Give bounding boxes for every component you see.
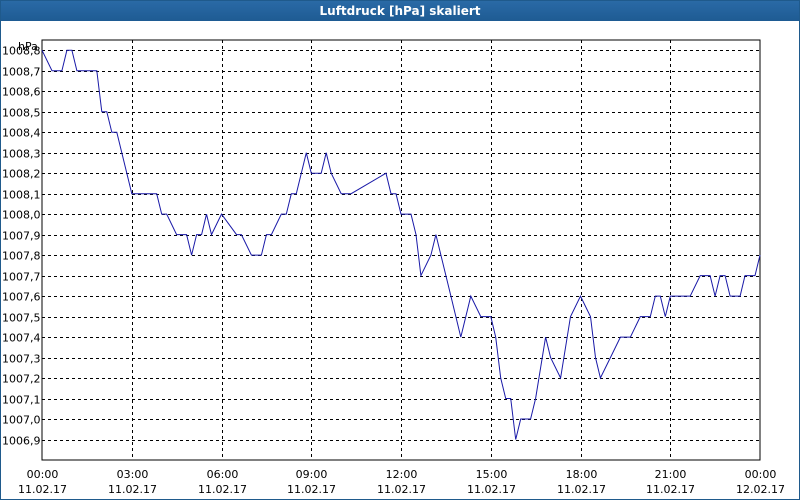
y-tick-label: 1007,9 <box>2 230 41 243</box>
y-tick-label: 1008,4 <box>2 127 41 140</box>
x-tick-date: 11.02.17 <box>198 483 247 496</box>
x-tick-time: 03:00 <box>117 468 149 481</box>
x-tick-time: 00:00 <box>27 468 59 481</box>
y-unit-label: hPa <box>18 40 38 53</box>
x-tick-date: 11.02.17 <box>287 483 336 496</box>
x-tick-time: 12:00 <box>386 468 418 481</box>
y-tick-label: 1007,8 <box>2 250 41 263</box>
y-tick-label: 1007,2 <box>2 373 41 386</box>
y-tick-label: 1008,8 <box>2 45 41 58</box>
y-axis: 1008,8 1008,7 1008,6 1008,5 1008,4 1008,3 1008… <box>2 45 41 448</box>
y-tick-label: 1008,2 <box>2 168 41 181</box>
x-tick-date: 11.02.17 <box>377 483 426 496</box>
y-tick-label: 1007,0 <box>2 414 41 427</box>
y-tick-label: 1007,7 <box>2 271 41 284</box>
y-tick-label: 1008,7 <box>2 66 41 79</box>
x-tick-date: 11.02.17 <box>108 483 157 496</box>
y-tick-label: 1007,5 <box>2 312 41 325</box>
grid <box>42 40 760 460</box>
x-tick-time: 18:00 <box>566 468 598 481</box>
x-tick-date: 12.02.17 <box>736 483 785 496</box>
y-tick-label: 1008,1 <box>2 189 41 202</box>
x-axis: 00:00 11.02.17 03:00 11.02.17 06:00 11.02.17 0… <box>18 468 785 496</box>
y-tick-label: 1008,6 <box>2 86 41 99</box>
x-tick-time: 21:00 <box>655 468 687 481</box>
x-tick-time: 09:00 <box>296 468 328 481</box>
x-tick-date: 11.02.17 <box>467 483 516 496</box>
x-tick-date: 11.02.17 <box>557 483 606 496</box>
y-tick-label: 1008,3 <box>2 148 41 161</box>
series-line <box>41 49 761 440</box>
y-tick-label: 1007,3 <box>2 353 41 366</box>
plot-border <box>41 39 761 461</box>
x-tick-date: 11.02.17 <box>646 483 695 496</box>
y-tick-label: 1008,5 <box>2 107 41 120</box>
x-tick-time: 15:00 <box>476 468 508 481</box>
x-tick-time: 06:00 <box>207 468 239 481</box>
y-tick-label: 1007,6 <box>2 291 41 304</box>
y-tick-label: 1007,4 <box>2 332 41 345</box>
x-tick-time: 00:00 <box>745 468 777 481</box>
y-tick-label: 1007,1 <box>2 394 41 407</box>
series-group <box>41 49 761 440</box>
y-tick-label: 1006,9 <box>2 435 41 448</box>
chart-title: Luftdruck [hPa] skaliert <box>1 1 799 21</box>
y-tick-label: 1008,0 <box>2 209 41 222</box>
x-tick-date: 11.02.17 <box>18 483 67 496</box>
